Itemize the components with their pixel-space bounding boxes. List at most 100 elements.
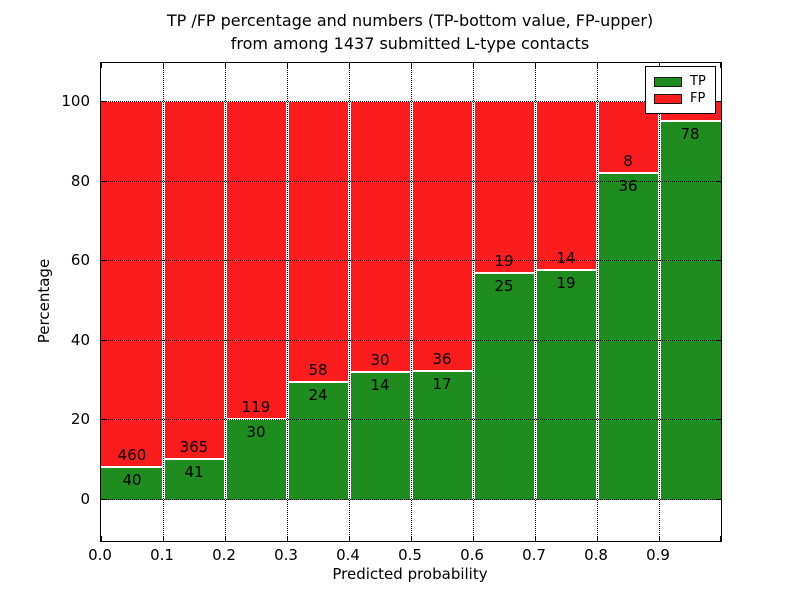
tp-swatch-icon xyxy=(654,76,682,87)
x-tick-label: 0.5 xyxy=(398,546,422,564)
bar-label-tp: 24 xyxy=(308,386,328,405)
y-tick-mark xyxy=(101,180,106,182)
x-tick-mark xyxy=(225,63,226,68)
x-tick-mark xyxy=(101,536,102,541)
bar-label-fp: 365 xyxy=(179,437,209,456)
gridline-vertical xyxy=(535,63,536,541)
bar-label-tp: 41 xyxy=(184,462,204,481)
bar-segment-tp xyxy=(350,373,410,500)
plot-area: 460 40 365 41 119 30 58 24 30 14 36 17 19 25 14 19 8 36 78 xyxy=(100,62,722,542)
x-tick-mark xyxy=(411,536,412,541)
bar-segment-fp xyxy=(536,102,596,271)
bar-label-tp: 19 xyxy=(556,273,576,292)
y-tick-label: 20 xyxy=(70,410,90,429)
bar-segment-tp xyxy=(598,174,658,500)
x-tick-mark xyxy=(287,536,288,541)
x-tick-mark xyxy=(535,536,536,541)
gridline-vertical xyxy=(659,63,660,541)
y-tick-label: 40 xyxy=(70,330,90,349)
bar-label-tp: 25 xyxy=(494,276,514,295)
y-tick-mark xyxy=(716,101,721,102)
bar-label-fp: 19 xyxy=(494,251,514,270)
gridline-vertical xyxy=(163,63,164,541)
x-tick-label: 0.4 xyxy=(336,546,360,564)
bar-label-tp: 17 xyxy=(432,375,452,394)
y-tick-label: 60 xyxy=(70,251,90,270)
x-tick-mark xyxy=(349,536,350,541)
x-tick-mark xyxy=(597,536,598,541)
bar-segment-fp xyxy=(101,102,162,469)
y-tick-mark xyxy=(716,180,721,182)
x-axis-label: Predicted probability xyxy=(332,565,488,583)
y-tick-mark xyxy=(101,260,106,262)
gridline-vertical xyxy=(411,63,412,541)
y-tick-mark xyxy=(101,101,106,102)
y-tick-mark xyxy=(101,499,106,500)
y-tick-mark xyxy=(101,339,106,341)
bar-label-fp: 14 xyxy=(556,248,576,267)
x-tick-mark xyxy=(163,63,164,68)
legend-label-fp: FP xyxy=(690,91,706,106)
bar-label-tp: 30 xyxy=(246,423,266,441)
x-tick-mark xyxy=(720,63,721,68)
bar-label-tp: 78 xyxy=(680,124,700,143)
bar-segment-tp xyxy=(226,420,286,500)
y-tick-mark xyxy=(716,339,721,341)
bar-segment-fp xyxy=(288,102,348,384)
x-tick-mark xyxy=(597,63,598,68)
bar-segment-tp xyxy=(101,468,162,500)
x-tick-mark xyxy=(535,63,536,68)
bar-segment-tp xyxy=(660,121,721,500)
chart-title: TP /FP percentage and numbers (TP-bottom… xyxy=(100,9,720,55)
legend-item-fp: FP xyxy=(654,90,706,107)
x-tick-mark xyxy=(225,536,226,541)
fp-swatch-icon xyxy=(654,93,682,104)
x-tick-label: 0.7 xyxy=(522,546,546,564)
bar-label-fp: 119 xyxy=(241,398,271,417)
x-tick-mark xyxy=(349,63,350,68)
y-tick-mark xyxy=(716,419,721,421)
bar-segment-fp xyxy=(164,102,224,460)
bar-segment-tp xyxy=(536,270,596,500)
x-tick-mark xyxy=(287,63,288,68)
y-axis-label: Percentage xyxy=(35,258,53,344)
bar-label-fp: 460 xyxy=(117,446,147,465)
bar-label-fp: 8 xyxy=(623,152,633,171)
x-tick-mark xyxy=(473,63,474,68)
legend: TP FP xyxy=(645,66,716,114)
x-tick-label: 0.2 xyxy=(212,546,236,564)
x-tick-label: 0.1 xyxy=(150,546,174,564)
bar-segment-fp xyxy=(412,102,472,373)
bar-segment-fp xyxy=(474,102,534,274)
x-tick-mark xyxy=(101,63,102,68)
x-tick-label: 0.9 xyxy=(646,546,670,564)
legend-item-tp: TP xyxy=(654,73,706,90)
x-tick-mark xyxy=(720,536,721,541)
gridline-vertical xyxy=(225,63,226,541)
x-tick-mark xyxy=(473,536,474,541)
bar-label-fp: 30 xyxy=(370,351,390,370)
gridline-vertical xyxy=(287,63,288,541)
bar-segment-tp xyxy=(412,372,472,500)
bar-label-fp: 58 xyxy=(308,361,328,380)
bar-label-fp: 36 xyxy=(432,350,452,369)
x-tick-mark xyxy=(411,63,412,68)
y-tick-mark xyxy=(716,260,721,262)
x-tick-label: 0.0 xyxy=(88,546,112,564)
bar-segment-tp xyxy=(474,273,534,500)
x-tick-label: 0.8 xyxy=(584,546,608,564)
y-tick-mark xyxy=(716,499,721,500)
x-tick-label: 0.3 xyxy=(274,546,298,564)
x-tick-mark xyxy=(163,536,164,541)
x-tick-mark xyxy=(659,63,660,68)
gridline-vertical xyxy=(473,63,474,541)
chart-title-line2: from among 1437 submitted L-type contact… xyxy=(230,34,590,53)
gridline-vertical xyxy=(349,63,350,541)
y-tick-label: 80 xyxy=(70,171,90,190)
y-tick-mark xyxy=(101,419,106,421)
y-tick-label: 100 xyxy=(61,92,90,110)
bar-segment-fp xyxy=(598,102,658,175)
bar-label-tp: 14 xyxy=(370,376,390,395)
bar-label-tp: 36 xyxy=(618,177,638,196)
